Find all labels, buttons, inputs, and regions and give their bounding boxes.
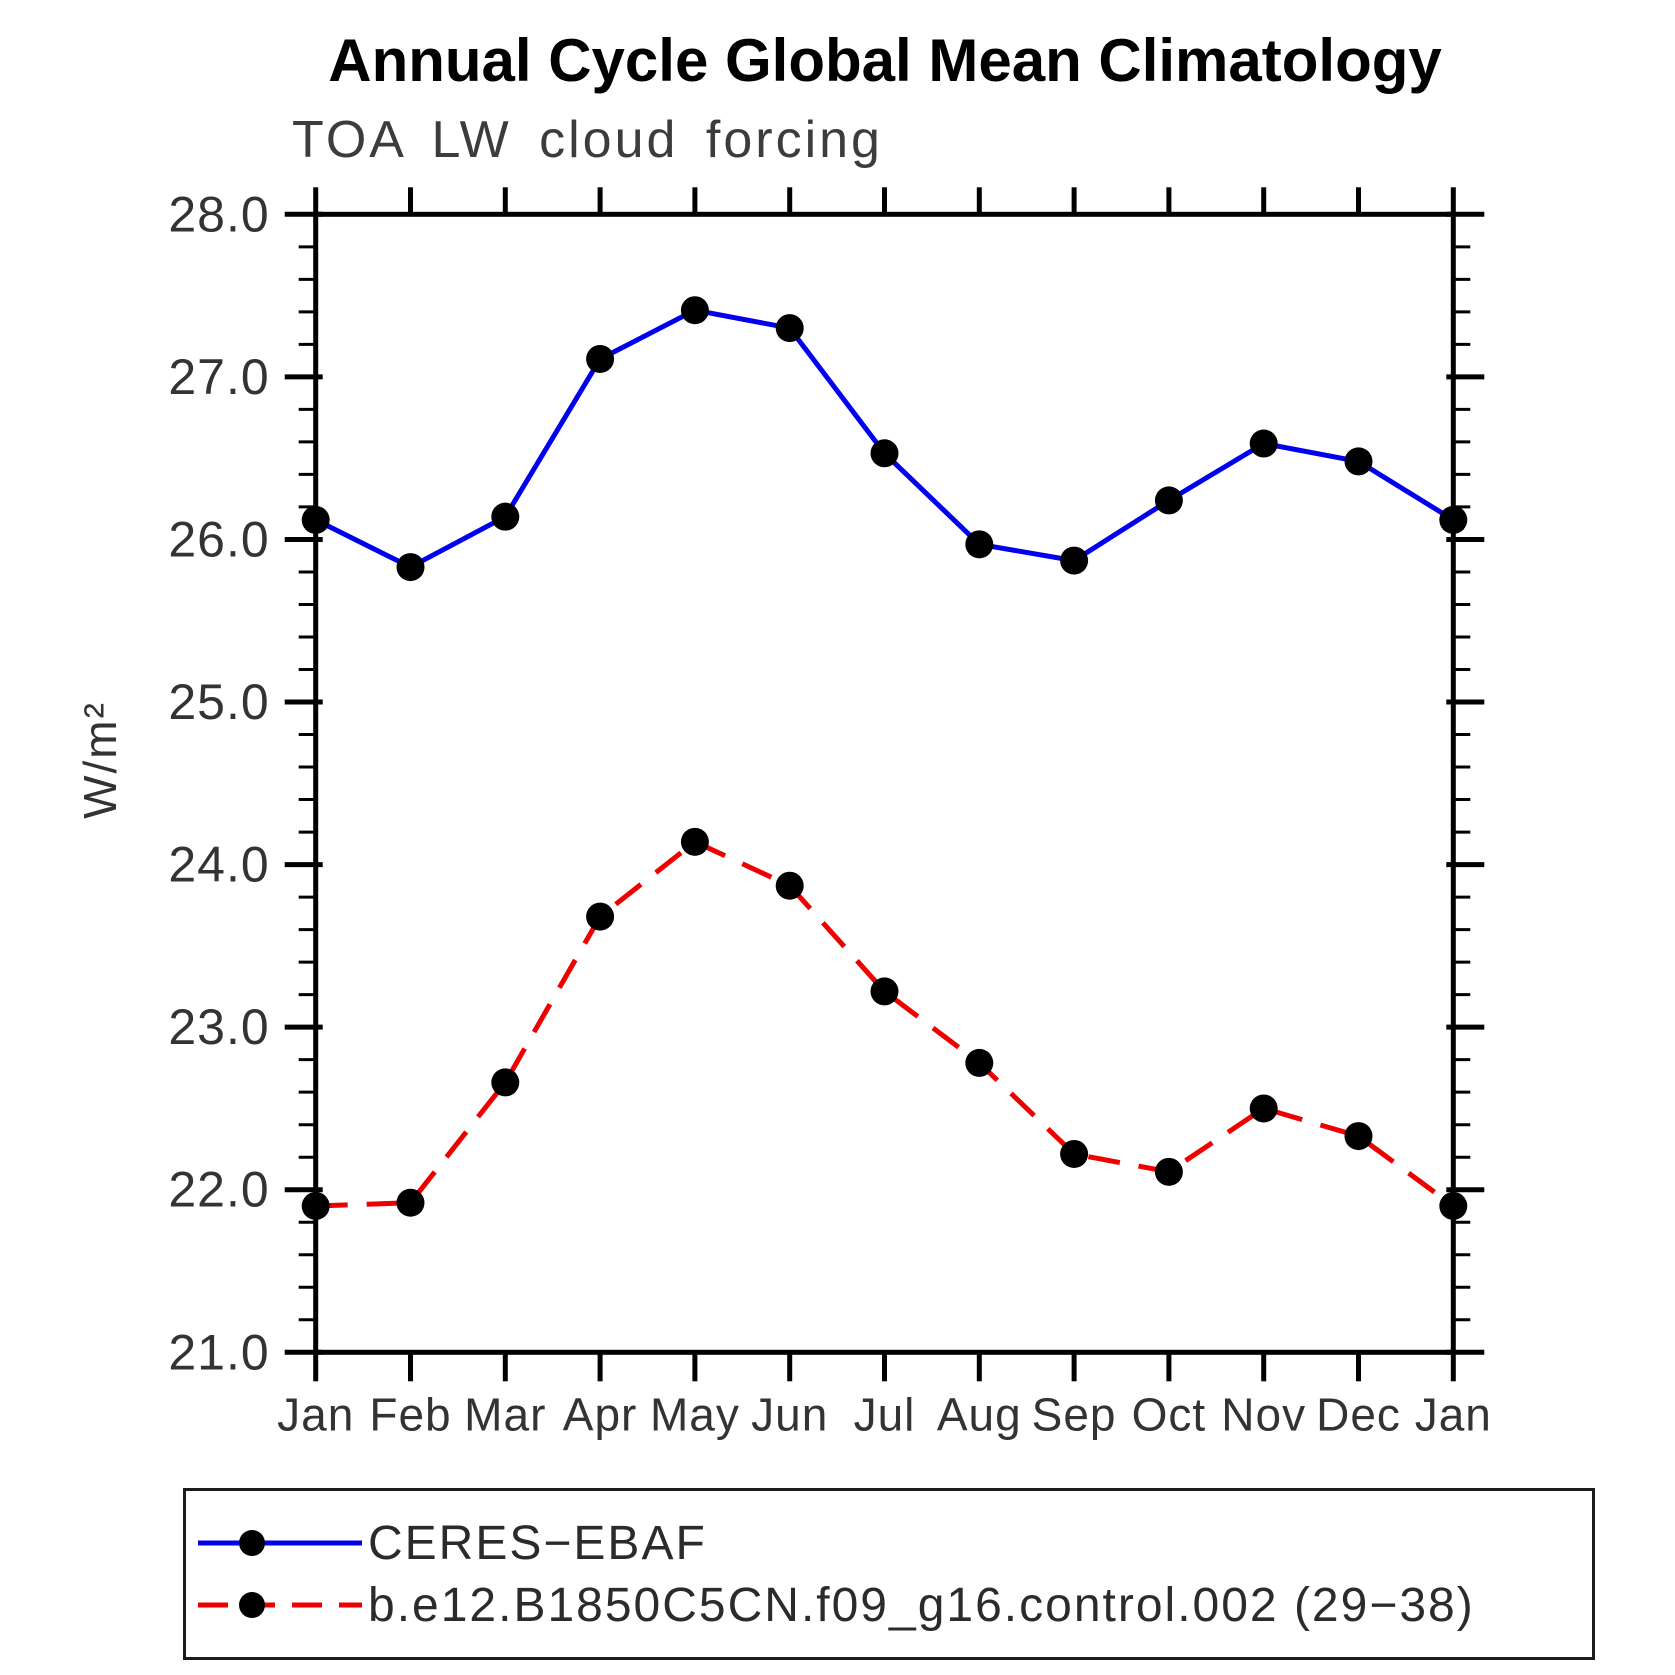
data-point-series-0: [396, 553, 425, 582]
x-tick-label: Oct: [1132, 1388, 1207, 1440]
data-point-series-1: [396, 1188, 425, 1217]
x-tick-label: Aug: [937, 1388, 1022, 1440]
legend-item-ceres: CERES−EBAF: [194, 1514, 1592, 1572]
data-point-series-0: [775, 314, 804, 343]
y-tick-label: 23.0: [168, 999, 269, 1055]
legend-sample-solid: [198, 1530, 362, 1556]
x-tick-label: Dec: [1316, 1388, 1401, 1440]
y-tick-label: 24.0: [168, 837, 269, 893]
x-tick-label: May: [650, 1388, 740, 1440]
data-point-series-0: [680, 296, 709, 325]
y-tick-label: 28.0: [168, 186, 269, 242]
data-point-series-0: [1344, 447, 1373, 476]
x-tick-label: Jan: [1415, 1388, 1492, 1440]
data-point-series-0: [1060, 546, 1089, 575]
x-tick-label: Sep: [1032, 1388, 1117, 1440]
x-tick-label: Feb: [369, 1388, 451, 1440]
data-point-series-1: [870, 977, 899, 1006]
chart-title: Annual Cycle Global Mean Climatology: [328, 27, 1442, 94]
data-point-series-1: [301, 1191, 330, 1220]
x-tick-label: Jan: [277, 1388, 354, 1440]
legend-marker-dot: [239, 1530, 265, 1556]
data-point-series-1: [1154, 1157, 1183, 1186]
legend-label-model: b.e12.B1850C5CN.f09_g16.control.002 (29−…: [368, 1578, 1475, 1632]
data-point-series-1: [491, 1068, 520, 1097]
data-point-series-1: [1439, 1191, 1468, 1220]
legend-item-model: b.e12.B1850C5CN.f09_g16.control.002 (29−…: [194, 1576, 1592, 1634]
legend-label-ceres: CERES−EBAF: [368, 1516, 707, 1570]
data-point-series-0: [491, 502, 520, 531]
data-point-series-0: [301, 505, 330, 534]
series-line-0: [314, 307, 1455, 570]
x-tick-label: Jun: [751, 1388, 828, 1440]
data-point-series-1: [1249, 1094, 1278, 1123]
data-point-series-0: [1249, 429, 1278, 458]
data-point-series-0: [965, 530, 994, 559]
data-point-series-0: [870, 439, 899, 468]
y-tick-label: 25.0: [168, 674, 269, 730]
data-point-series-1: [775, 871, 804, 900]
series-line-1: [315, 839, 1455, 1209]
x-tick-label: Jul: [854, 1388, 916, 1440]
legend-sample-dashed: [198, 1592, 362, 1618]
y-tick-label: 22.0: [168, 1162, 269, 1218]
x-tick-label: Apr: [563, 1388, 638, 1440]
y-tick-label: 21.0: [168, 1324, 269, 1380]
x-tick-label: Nov: [1221, 1388, 1306, 1440]
plot-frame: [313, 211, 1456, 1355]
y-tick-label: 27.0: [168, 349, 269, 405]
data-point-series-1: [680, 827, 709, 856]
data-point-series-1: [965, 1048, 994, 1077]
legend-marker-dot: [239, 1592, 265, 1618]
y-tick-label: 26.0: [168, 511, 269, 567]
chart-subtitle: TOA LW cloud forcing: [292, 111, 883, 169]
data-point-series-1: [1344, 1122, 1373, 1151]
legend-box: CERES−EBAF b.e12.B1850C5CN.f09_g16.contr…: [183, 1488, 1595, 1660]
data-point-series-0: [1154, 486, 1183, 515]
data-point-series-0: [1439, 505, 1468, 534]
data-point-series-1: [1060, 1139, 1089, 1168]
data-point-series-0: [586, 344, 615, 373]
data-point-series-1: [586, 902, 615, 931]
x-tick-label: Mar: [464, 1388, 546, 1440]
